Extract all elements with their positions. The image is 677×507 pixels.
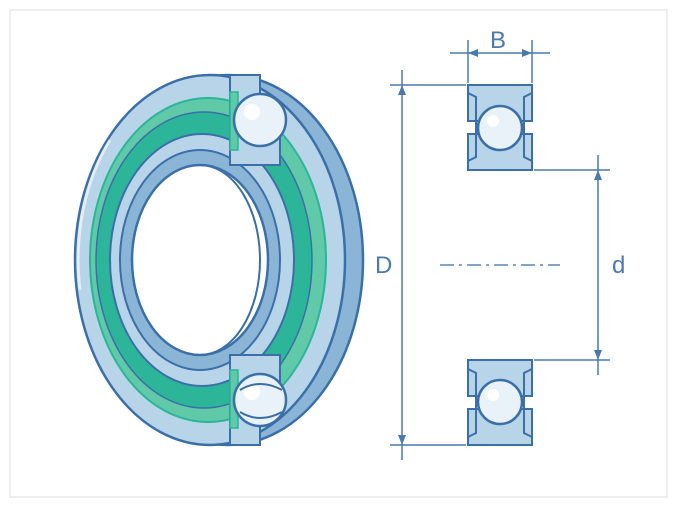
- label-width-B: B: [490, 27, 506, 55]
- diagram-canvas: [0, 0, 677, 507]
- section-upper: [468, 85, 532, 170]
- cross-section-view: [390, 40, 610, 460]
- isometric-bearing-view: [75, 75, 363, 445]
- dimension-outer-diameter: [390, 70, 466, 460]
- label-inner-diameter-d: d: [612, 252, 625, 280]
- section-lower: [468, 360, 532, 445]
- label-outer-diameter-D: D: [375, 252, 392, 280]
- dimension-inner-diameter: [534, 155, 610, 375]
